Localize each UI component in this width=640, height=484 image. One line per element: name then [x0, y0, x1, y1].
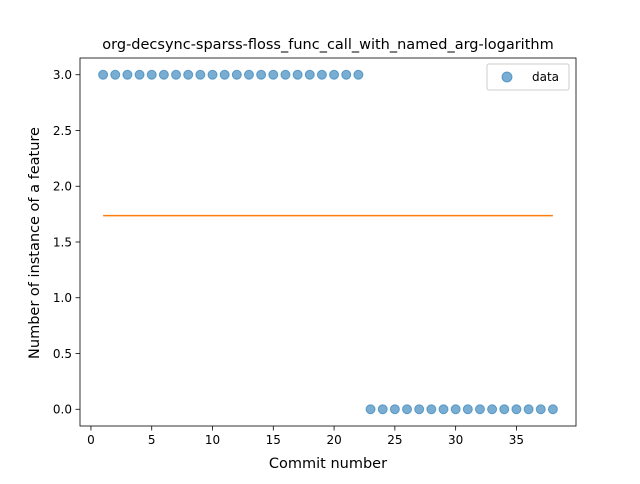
data-point: [158, 69, 169, 80]
plot-area: 0 5 10 15 20 25 30 35 0.0 0.5 1.0 1.5 2.0 2.5 3.0: [53, 57, 577, 447]
data-point: [474, 404, 485, 415]
legend-label-data: data: [532, 70, 559, 84]
x-tick-label: 10: [205, 433, 220, 447]
data-point: [462, 404, 473, 415]
data-point: [98, 69, 109, 80]
data-point: [183, 69, 194, 80]
data-point: [304, 69, 315, 80]
y-tick-label: 0.5: [53, 347, 72, 361]
data-point: [243, 69, 254, 80]
data-point: [280, 69, 291, 80]
x-tick-label: 35: [509, 433, 524, 447]
data-point: [377, 404, 388, 415]
y-tick-label: 3.0: [53, 68, 72, 82]
data-point: [316, 69, 327, 80]
data-point: [499, 404, 510, 415]
legend: data: [486, 63, 570, 91]
x-tick-label: 15: [266, 433, 281, 447]
data-point: [389, 404, 400, 415]
data-point: [547, 404, 558, 415]
data-point: [450, 404, 461, 415]
x-axis-label: Commit number: [269, 456, 387, 472]
data-point: [438, 404, 449, 415]
data-point: [353, 69, 364, 80]
data-point: [365, 404, 376, 415]
data-point: [426, 404, 437, 415]
y-axis-label: Number of instance of a feature: [27, 127, 43, 359]
axes-frame: [79, 57, 577, 427]
legend-marker-data: [501, 71, 513, 83]
data-point: [195, 69, 206, 80]
y-tick-label: 1.0: [53, 291, 72, 305]
data-point: [329, 69, 340, 80]
x-tick-label: 0: [87, 433, 95, 447]
data-point: [219, 69, 230, 80]
data-point: [256, 69, 267, 80]
data-point: [402, 404, 413, 415]
y-tick-label: 2.0: [53, 180, 72, 194]
data-point: [122, 69, 133, 80]
x-tick-label: 30: [448, 433, 463, 447]
y-tick-label: 1.5: [53, 235, 72, 249]
x-tick-label: 20: [326, 433, 341, 447]
x-tick-label: 5: [148, 433, 156, 447]
data-point: [207, 69, 218, 80]
x-tick-label: 25: [387, 433, 402, 447]
chart-title: org-decsync-sparss-floss_func_call_with_…: [102, 37, 553, 53]
data-point: [292, 69, 303, 80]
data-point: [134, 69, 145, 80]
data-point: [523, 404, 534, 415]
y-tick-label: 2.5: [53, 124, 72, 138]
data-point: [535, 404, 546, 415]
data-point: [487, 404, 498, 415]
data-point: [231, 69, 242, 80]
data-point: [146, 69, 157, 80]
legend-box: [486, 63, 570, 91]
data-point: [341, 69, 352, 80]
data-point: [414, 404, 425, 415]
data-point: [511, 404, 522, 415]
data-point: [110, 69, 121, 80]
data-point: [171, 69, 182, 80]
y-tick-label: 0.0: [53, 403, 72, 417]
data-point: [268, 69, 279, 80]
